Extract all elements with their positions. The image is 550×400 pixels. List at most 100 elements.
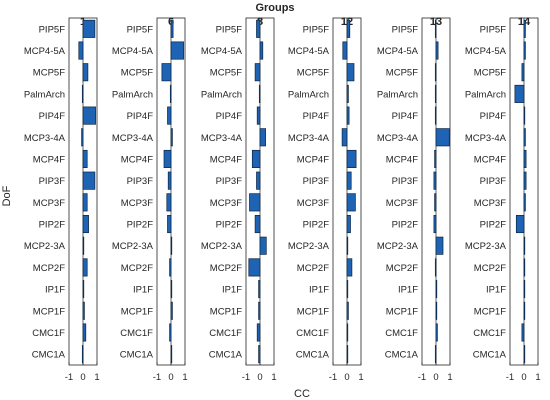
bar <box>81 128 84 147</box>
x-tick-label: -1 <box>329 372 337 383</box>
bar <box>167 106 172 125</box>
y-tick-label: PIP3F <box>39 176 66 187</box>
y-tick-label: CMC1F <box>473 328 506 339</box>
bar <box>346 258 353 277</box>
bar <box>346 193 356 212</box>
y-tick-label: PalmArch <box>24 89 65 100</box>
y-tick-label: MCP2F <box>121 263 153 274</box>
bar <box>169 258 172 277</box>
bar <box>435 301 438 320</box>
y-tick-label: PIP3F <box>303 176 330 187</box>
bar <box>254 215 261 234</box>
bar <box>256 19 261 38</box>
bar <box>256 106 261 125</box>
x-tick-label: -1 <box>242 372 250 383</box>
bar <box>346 171 352 190</box>
bar <box>248 258 261 277</box>
bar <box>251 149 261 168</box>
bar <box>523 149 527 168</box>
bar <box>435 323 438 342</box>
y-tick-label: MCP2F <box>474 263 506 274</box>
bar <box>434 84 437 103</box>
bar <box>515 215 525 234</box>
y-tick-label: MCP2-3A <box>201 241 243 252</box>
y-tick-label: MCP4F <box>386 154 418 165</box>
bar <box>435 41 439 60</box>
y-tick-label: CMC1F <box>120 328 153 339</box>
y-tick-label: CMC1F <box>296 328 329 339</box>
y-tick-label: IP1F <box>222 285 242 296</box>
y-tick-label: MCP1F <box>210 306 242 317</box>
y-tick-label: MCP4F <box>474 154 506 165</box>
y-tick-label: MCP5F <box>33 68 65 79</box>
y-tick-label: PIP2F <box>216 220 243 231</box>
y-tick-label: MCP2F <box>33 263 65 274</box>
bar <box>82 63 89 82</box>
y-tick-label: PIP4F <box>303 111 330 122</box>
bar <box>435 280 438 299</box>
bar <box>249 193 261 212</box>
y-tick-label: MCP4-5A <box>377 46 419 57</box>
bar <box>346 236 349 255</box>
y-tick-label: MCP1F <box>386 306 418 317</box>
y-tick-label: PIP3F <box>392 176 419 187</box>
y-tick-label: MCP4-5A <box>288 46 330 57</box>
figure-title: Groups <box>255 2 294 14</box>
bar <box>523 345 526 364</box>
y-tick-label: PIP4F <box>39 111 66 122</box>
y-tick-label: PIP2F <box>303 220 330 231</box>
bar <box>523 236 526 255</box>
y-tick-label: PIP4F <box>127 111 154 122</box>
bar <box>256 323 261 342</box>
bar <box>346 19 351 38</box>
bar <box>523 171 527 190</box>
bar <box>82 301 85 320</box>
y-tick-label: PIP2F <box>39 220 66 231</box>
y-tick-label: PalmArch <box>112 89 153 100</box>
x-tick-label: 0 <box>521 372 526 383</box>
y-tick-label: MCP5F <box>121 68 153 79</box>
bar <box>169 323 172 342</box>
y-tick-label: MCP2-3A <box>24 241 66 252</box>
x-tick-label: -1 <box>506 372 514 383</box>
y-tick-label: PIP3F <box>216 176 243 187</box>
bar <box>523 258 526 277</box>
x-tick-label: 1 <box>358 372 363 383</box>
bar <box>514 84 525 103</box>
y-tick-label: MCP3-4A <box>465 133 507 144</box>
bar <box>433 215 437 234</box>
y-tick-label: PIP5F <box>303 24 330 35</box>
panel-6: 6PIP5FMCP4-5AMCP5FPalmArchPIP4FMCP3-4AMC… <box>112 16 188 383</box>
bar <box>523 41 526 60</box>
y-tick-label: PIP5F <box>39 24 66 35</box>
bar <box>434 258 437 277</box>
bar <box>521 63 525 82</box>
y-tick-label: MCP2F <box>297 263 329 274</box>
y-tick-label: CMC1A <box>473 350 507 361</box>
bar <box>434 63 437 82</box>
y-tick-label: MCP4F <box>297 154 329 165</box>
bar <box>82 280 85 299</box>
bar <box>254 63 261 82</box>
bar <box>82 215 89 234</box>
bar <box>434 19 437 38</box>
bar <box>82 171 96 190</box>
bar <box>434 149 437 168</box>
bar <box>258 280 261 299</box>
y-tick-label: CMC1A <box>120 350 154 361</box>
bar <box>258 301 261 320</box>
bar <box>346 345 349 364</box>
bar <box>82 106 96 125</box>
y-tick-label: PIP4F <box>392 111 419 122</box>
bar <box>346 323 349 342</box>
y-tick-label: MCP3F <box>386 198 418 209</box>
bar <box>170 41 184 60</box>
bar <box>258 345 261 364</box>
y-tick-label: CMC1F <box>32 328 65 339</box>
x-tick-label: 0 <box>168 372 173 383</box>
x-tick-label: 0 <box>257 372 262 383</box>
bar <box>341 128 348 147</box>
bar <box>346 280 349 299</box>
bar <box>170 19 174 38</box>
x-tick-label: 0 <box>433 372 438 383</box>
